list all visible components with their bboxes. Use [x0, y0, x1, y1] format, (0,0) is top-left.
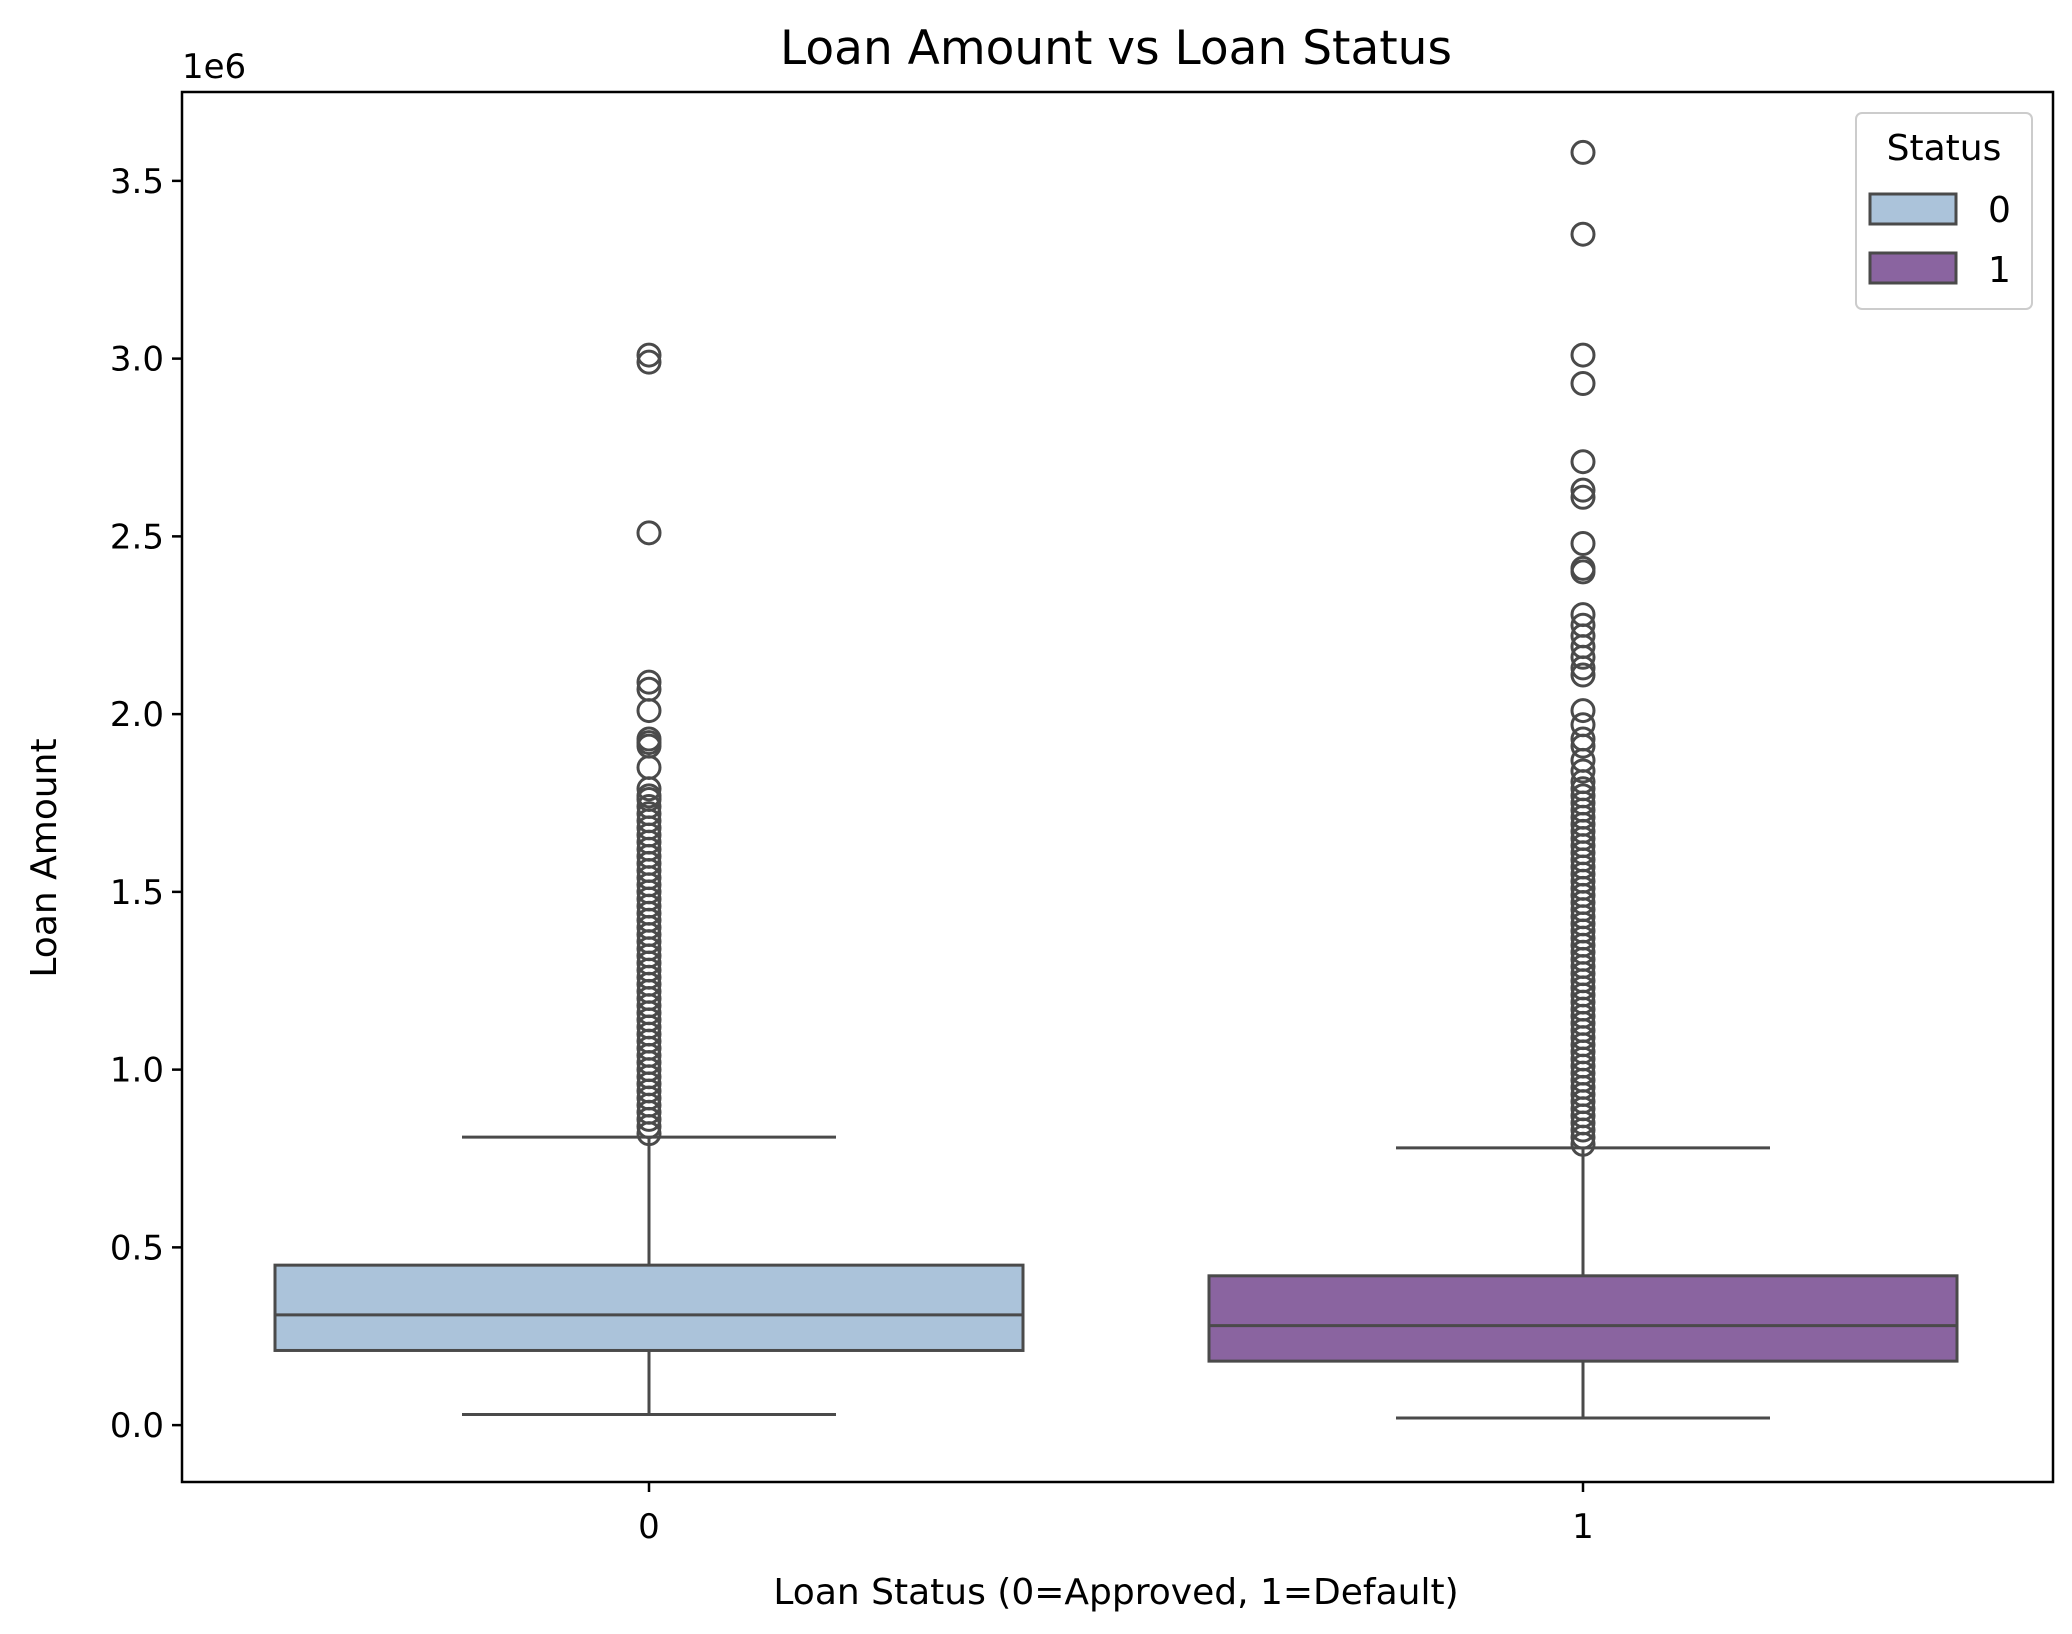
outlier-point — [1570, 530, 1596, 556]
outlier-point — [1570, 449, 1596, 475]
outlier-points — [636, 139, 1596, 1157]
legend-swatch-1 — [1868, 251, 1958, 285]
y-tick-label: 0.5 — [110, 1228, 164, 1268]
plot-area-frame — [180, 90, 2055, 1484]
box-plot-group — [273, 1135, 1959, 1420]
outlier-point — [1570, 1124, 1596, 1150]
outlier-point — [636, 520, 662, 546]
outlier-point — [636, 669, 662, 695]
y-tick-label: 3.0 — [110, 340, 164, 380]
x-tick-label: 1 — [1572, 1507, 1594, 1547]
y-tick-label: 2.5 — [110, 517, 164, 557]
outlier-point — [636, 1121, 662, 1147]
legend-swatch-0 — [1868, 192, 1958, 226]
outlier-point — [1570, 698, 1596, 724]
box-iqr — [273, 1263, 1025, 1352]
outlier-point — [1570, 662, 1596, 688]
box-series-1 — [1207, 1146, 1959, 1420]
y-axis-offset-label: 1e6 — [182, 47, 246, 87]
outlier-point — [636, 342, 662, 368]
outlier-point — [1570, 733, 1596, 759]
outlier-point — [636, 1106, 662, 1132]
outlier-point — [1570, 477, 1596, 503]
y-tick-label: 3.5 — [110, 162, 164, 202]
outlier-point — [636, 1114, 662, 1140]
outlier-point — [1570, 1131, 1596, 1157]
x-axis-label: Loan Status (0=Approved, 1=Default) — [773, 1572, 1458, 1613]
outlier-point — [1570, 371, 1596, 397]
y-axis-label: Loan Amount — [24, 738, 65, 977]
legend: Status 0 1 — [1855, 112, 2033, 310]
box-iqr — [1207, 1274, 1959, 1363]
legend-label-1: 1 — [1988, 250, 2011, 291]
outlier-point — [1570, 221, 1596, 247]
outlier-point — [1570, 1117, 1596, 1143]
outlier-point — [1570, 758, 1596, 784]
y-tick-label: 1.5 — [110, 873, 164, 913]
chart-title: Loan Amount vs Loan Status — [780, 21, 1452, 76]
outlier-point — [1570, 484, 1596, 510]
outlier-point — [1570, 139, 1596, 165]
outlier-point — [636, 349, 662, 375]
outlier-point — [1570, 655, 1596, 681]
outlier-point — [1570, 644, 1596, 670]
y-tick-label: 2.0 — [110, 695, 164, 735]
outlier-point — [636, 776, 662, 802]
y-tick-label: 0.0 — [110, 1406, 164, 1446]
y-axis-ticks: 0.0 0.5 1.0 1.5 2.0 2.5 3.0 3.5 — [110, 162, 182, 1446]
outlier-point — [1570, 559, 1596, 585]
legend-label-0: 0 — [1988, 190, 2011, 231]
outlier-point — [636, 698, 662, 724]
x-tick-label: 0 — [638, 1507, 660, 1547]
y-tick-label: 1.0 — [110, 1051, 164, 1091]
outlier-point — [1570, 342, 1596, 368]
legend-title: Status — [1887, 128, 2002, 169]
